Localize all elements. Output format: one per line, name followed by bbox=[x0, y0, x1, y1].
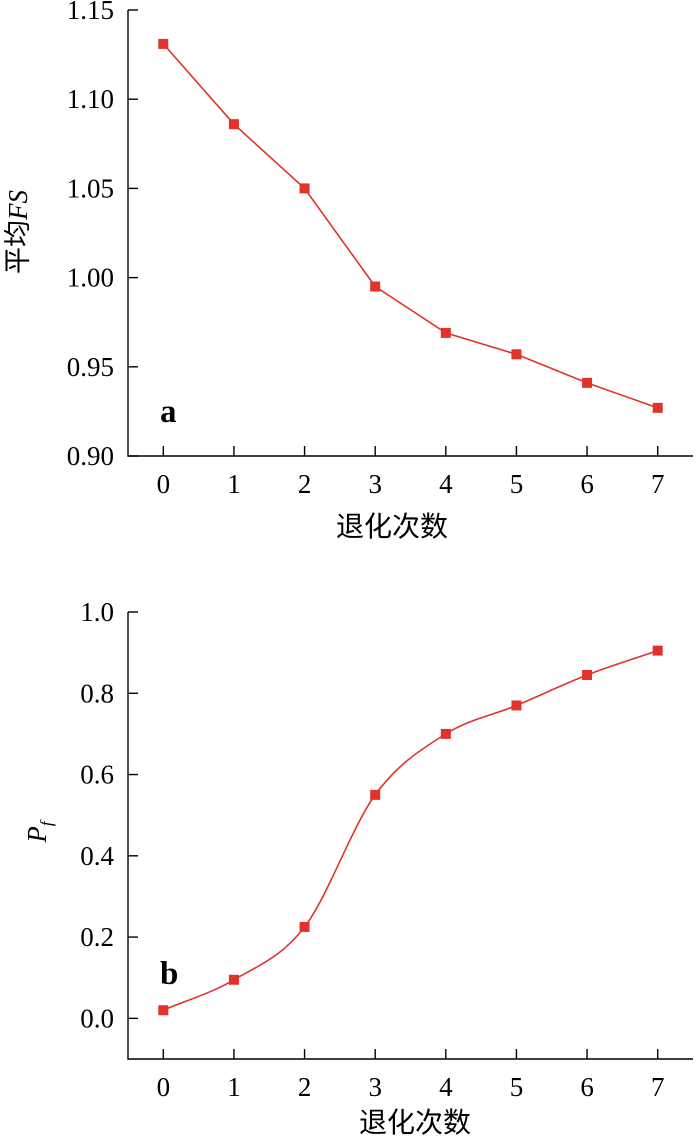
panel-b-y-tick-label: 0.4 bbox=[80, 841, 114, 871]
panel-b-data-point bbox=[299, 921, 310, 932]
panel-a-x-tick-label: 0 bbox=[157, 469, 171, 499]
panel-a-data-point bbox=[511, 349, 522, 360]
panel-b-axes bbox=[127, 612, 693, 1060]
panel-b-x-tick-label: 5 bbox=[510, 1072, 524, 1102]
panel-a-series-line bbox=[162, 43, 658, 409]
panel-a-y-tick-label: 1.15 bbox=[67, 0, 114, 25]
panel-b-y-axis-label: Pf bbox=[22, 819, 56, 844]
panel-a-x-tick-label: 6 bbox=[580, 469, 594, 499]
panel-a-data-point bbox=[652, 402, 663, 413]
panel-b-y-axis-label-sub: f bbox=[37, 819, 56, 826]
panel-a-y-tick-label: 0.95 bbox=[67, 352, 114, 382]
panel-a-y-axis-label-prefix: 平均 bbox=[3, 220, 34, 274]
panel-a-x-tick-label: 2 bbox=[298, 469, 312, 499]
panel-a-x-axis-label: 退化次数 bbox=[336, 510, 448, 543]
panel-b-series-line bbox=[162, 649, 658, 1011]
panel-b-x-tick-label: 3 bbox=[368, 1072, 382, 1102]
panel-b-y-tick-label: 0.8 bbox=[80, 678, 114, 708]
panel-b-y-tick-label: 0.0 bbox=[80, 1003, 114, 1033]
panel-b-y-tick-label: 1.0 bbox=[80, 597, 114, 627]
panel-a-chart: a 退化次数 平均FS 0.90 0.95 1.00 1.05 1.10 1.15 0 1 2 3… bbox=[3, 0, 693, 543]
panel-a-x-tick-label: 3 bbox=[368, 469, 382, 499]
panel-b-x-tick-label: 0 bbox=[157, 1072, 171, 1102]
panel-a-data-point bbox=[582, 377, 593, 388]
panel-b-data-point bbox=[440, 728, 451, 739]
panel-a-y-tick-label: 1.05 bbox=[67, 173, 114, 203]
panel-a-x-tick-label: 4 bbox=[439, 469, 453, 499]
panel-b-y-axis-label-main: P bbox=[22, 826, 52, 844]
panel-b-data-point bbox=[582, 669, 593, 680]
panel-b-x-tick-label: 7 bbox=[651, 1072, 665, 1102]
panel-a-data-point bbox=[440, 327, 451, 338]
panel-a-y-axis-label: 平均FS bbox=[3, 190, 34, 274]
panel-a-letter: a bbox=[160, 394, 177, 430]
panel-a-x-tick-label: 5 bbox=[510, 469, 524, 499]
panel-a-y-tick-label: 0.90 bbox=[67, 441, 114, 471]
panel-b-data-point bbox=[158, 1005, 169, 1016]
panel-a-data-point bbox=[299, 183, 310, 194]
panel-a-y-axis-label-italic: FS bbox=[3, 190, 33, 221]
panel-b-x-tick-label: 6 bbox=[580, 1072, 594, 1102]
panel-b-data-point bbox=[228, 974, 239, 985]
panel-a-x-tick-label: 7 bbox=[651, 469, 665, 499]
panel-b-x-tick-label: 2 bbox=[298, 1072, 312, 1102]
panel-a-data-point bbox=[158, 38, 169, 49]
panel-b-x-tick-label: 4 bbox=[439, 1072, 453, 1102]
panel-b-x-axis-label: 退化次数 bbox=[359, 1106, 471, 1139]
panel-a-y-tick-label: 1.10 bbox=[67, 84, 114, 114]
panel-b-chart: b 退化次数 Pf 0.0 0.2 0.4 0.6 0.8 1.0 0 1 2 3 4 5 6 7 bbox=[22, 597, 693, 1139]
panel-b-y-tick-label: 0.6 bbox=[80, 760, 114, 790]
panel-a-axes bbox=[127, 10, 693, 457]
panel-a-x-tick-label: 1 bbox=[227, 469, 241, 499]
panel-b-data-point bbox=[511, 700, 522, 711]
panel-b-y-tick-label: 0.2 bbox=[80, 922, 114, 952]
panel-b-data-point bbox=[370, 789, 381, 800]
panel-b-data-point bbox=[652, 645, 663, 656]
panel-b-x-tick-label: 1 bbox=[227, 1072, 241, 1102]
panel-a-data-point bbox=[370, 281, 381, 292]
panel-a-y-tick-label: 1.00 bbox=[67, 263, 114, 293]
panel-b-letter: b bbox=[160, 956, 178, 992]
panel-a-data-point bbox=[228, 119, 239, 130]
